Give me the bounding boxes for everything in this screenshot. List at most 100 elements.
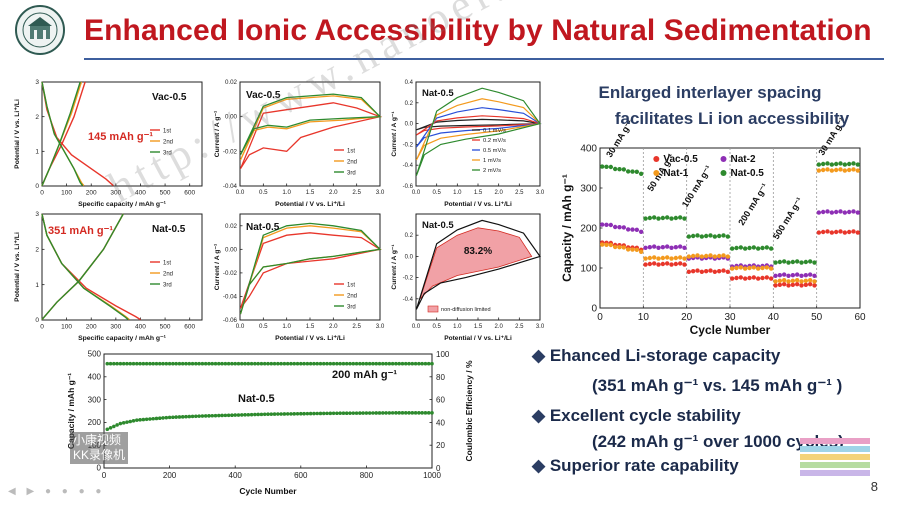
efficiency-point [233, 361, 237, 366]
capacity-point [387, 411, 392, 415]
rate-point-Vac-0.5 [643, 262, 648, 267]
y-tick-label: 0 [35, 317, 39, 324]
efficiency-point [180, 361, 185, 366]
efficiency-point [312, 361, 316, 366]
efficiency-point [308, 361, 313, 366]
y-axis-label: Current / A g⁻¹ [391, 111, 398, 156]
rate-point-Vac-0.5 [682, 262, 687, 267]
efficiency-point [246, 361, 251, 366]
x-tick-label: 600 [184, 324, 195, 331]
efficiency-point [407, 361, 411, 366]
rate-point-Nat-1 [725, 254, 731, 259]
bullet-3: ◆ Superior rate capability [532, 456, 739, 475]
capacity-point [325, 411, 329, 416]
bullet-2-detail: (242 mAh g⁻¹ over 1000 cycles) [592, 432, 844, 451]
book-stack-decoration [800, 430, 870, 490]
rate-point-Nat-2 [851, 209, 856, 214]
rate-point-Nat-1 [755, 266, 761, 271]
rate-point-Nat-1 [621, 245, 627, 250]
rate-point-Nat-0.5 [725, 234, 731, 239]
capacity-point [200, 414, 205, 418]
x-tick-label: 300 [110, 190, 121, 197]
rate-point-Nat-0.5 [625, 169, 631, 174]
rate-point-Nat-1 [781, 278, 787, 283]
rate-point-Vac-0.5 [656, 262, 661, 267]
capacitive-percent: 83.2% [464, 246, 492, 257]
cv_nat-svg: 0.0 0.5 1.0 1.5 2.0 2.5 3.0 0.02 0.00 -0.02 -0.04 -… [214, 213, 385, 342]
rate-point-Nat-1 [786, 279, 791, 284]
capacity-point [420, 411, 424, 415]
player-controls[interactable]: ◀ ▶ ● ● ● ● [8, 486, 106, 497]
legend-label: 3rd [347, 305, 356, 311]
rate-point-Nat-1 [729, 266, 735, 271]
capacity-point [338, 411, 342, 416]
capacity-point [128, 419, 133, 424]
rate-point-Nat-1 [846, 167, 852, 173]
capacity-point [243, 413, 247, 417]
legend-label: Nat-2 [731, 154, 756, 165]
y-tick-label: 0 [97, 464, 102, 473]
x-tick-label: 300 [110, 324, 121, 331]
rate-point-Nat-1 [751, 265, 757, 270]
capacity-point [207, 414, 211, 418]
title-rule [84, 58, 884, 60]
capacity-point [276, 412, 280, 416]
charge-curve-3rd [41, 213, 124, 321]
rate-point-Nat-0.5 [669, 216, 674, 221]
x-tick-label: 0 [102, 471, 107, 480]
capacity-point [115, 423, 119, 427]
cv_rates-svg: 0.0 0.5 1.0 1.5 2.0 2.5 3.0 0.4 0.2 0.0 -0.2 -0.4 -0… [391, 80, 545, 208]
capacity-point [361, 411, 365, 415]
rate-point-Nat-0.5 [807, 259, 813, 264]
capacity-point [302, 411, 306, 416]
rate-point-Nat-2 [786, 273, 791, 278]
efficiency-point [328, 361, 333, 366]
y2-tick-label: 60 [436, 396, 445, 405]
capacity-point [403, 411, 408, 415]
capacity-point [213, 413, 218, 418]
rate-point-Nat-0.5 [708, 233, 713, 238]
x-tick-label: 200 [86, 190, 97, 197]
y-tick-label: 0.00 [225, 114, 238, 121]
rate-point-Vac-0.5 [786, 283, 791, 288]
y-tick-label: 400 [88, 372, 102, 381]
x-tick-label: 0.5 [259, 189, 268, 196]
legend-label: 0.5 mV/s [483, 148, 506, 154]
x-tick-label: 3.0 [536, 190, 545, 196]
rate-point-Vac-0.5 [777, 282, 783, 287]
bullet-1-text: Ehanced Li-storage capacity [549, 346, 781, 365]
y-tick-label: 1 [35, 282, 39, 289]
efficiency-point [184, 361, 188, 366]
rate-point-Vac-0.5 [838, 229, 843, 234]
capacity-point [180, 415, 185, 419]
rate-point-Nat-1 [747, 265, 752, 271]
panel-label: Vac-0.5 [246, 90, 281, 101]
rate-point-Nat-1 [851, 167, 856, 172]
legend-label: 3rd [347, 171, 356, 177]
capacity-point [335, 411, 339, 416]
x-tick-label: 1.0 [453, 324, 462, 330]
rate-point-Nat-2 [638, 229, 644, 234]
efficiency-point [358, 361, 362, 366]
rate-point-Vac-0.5 [794, 282, 800, 287]
capacity-point [289, 412, 293, 416]
total-cv-curve [415, 219, 541, 310]
capacity-point [138, 418, 142, 422]
legend-label: Nat-1 [663, 168, 688, 179]
x-tick-label: 30 [724, 312, 736, 323]
x-tick-label: 10 [638, 312, 650, 323]
rate-point-Nat-2 [673, 245, 679, 250]
efficiency-point [295, 361, 300, 366]
rate-point-Nat-1 [612, 244, 618, 250]
cycling-svg: 020040060080010000100200300400500Cycle N… [66, 350, 474, 496]
x-axis-label: Potential / V vs. Li⁺/Li [444, 201, 512, 208]
x-tick-label: 1.0 [282, 189, 291, 196]
capacity-point [348, 411, 352, 415]
y-tick-label: 100 [580, 263, 597, 274]
legend-label: Vac-0.5 [663, 154, 698, 165]
capacity-point [230, 413, 234, 417]
capacity-point [262, 412, 267, 417]
y-tick-label: 0.0 [405, 254, 414, 260]
rate-point-Nat-0.5 [647, 215, 653, 221]
y2-tick-label: 20 [436, 441, 445, 450]
